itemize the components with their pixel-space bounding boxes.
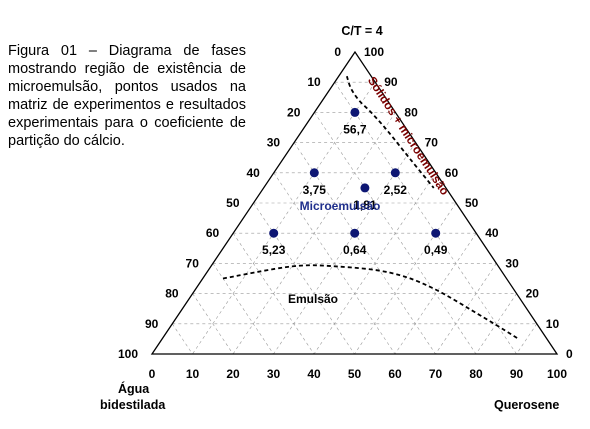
point-value-label: 1,81 bbox=[353, 198, 377, 212]
bottom-tick-label: 100 bbox=[547, 367, 567, 381]
grid-line bbox=[192, 82, 376, 355]
left-tick-label: 90 bbox=[145, 317, 159, 331]
bottom-tick-label: 20 bbox=[226, 367, 240, 381]
solid-boundary bbox=[346, 75, 435, 189]
figure-caption: Figura 01 – Diagrama de fases mostrando … bbox=[8, 43, 246, 149]
grid-line bbox=[516, 323, 538, 355]
experiment-point bbox=[360, 183, 370, 193]
point-value-label: 5,23 bbox=[262, 243, 286, 257]
left-tick-label: 10 bbox=[307, 75, 321, 89]
left-tick-label: 20 bbox=[287, 105, 301, 119]
right-tick-label: 20 bbox=[526, 287, 540, 301]
left-tick-label: 60 bbox=[206, 226, 220, 240]
right-tick-label: 0 bbox=[566, 347, 573, 361]
tick-labels: 0 10 20 30 40 50 60 70 80 90 100010203040506070809… bbox=[118, 45, 573, 381]
top-vertex-label: C/T = 4 bbox=[341, 24, 382, 38]
right-tick-label: 50 bbox=[465, 196, 479, 210]
microemulsion-region-label: Microemulsão bbox=[300, 199, 381, 213]
grid-line bbox=[334, 82, 517, 355]
right-tick-label: 80 bbox=[404, 105, 418, 119]
experiment-point bbox=[431, 228, 441, 238]
right-tick-label: 70 bbox=[425, 136, 439, 150]
right-tick-label: 60 bbox=[445, 166, 459, 180]
experiment-point bbox=[350, 228, 360, 238]
left-tick-label: 100 bbox=[118, 347, 138, 361]
emulsion-boundary bbox=[222, 264, 520, 340]
bottom-tick-label: 10 bbox=[186, 367, 200, 381]
experiment-point bbox=[350, 107, 360, 117]
bottom-tick-label: 40 bbox=[307, 367, 321, 381]
grid-line bbox=[273, 142, 416, 355]
grid-line bbox=[435, 263, 497, 355]
left-tick-label: 50 bbox=[226, 196, 240, 210]
bottom-tick-label: 0 bbox=[149, 367, 156, 381]
solid-region-label: Sólidos + microemulsão bbox=[365, 74, 452, 198]
bottom-tick-label: 60 bbox=[388, 367, 402, 381]
bottom-tick-label: 80 bbox=[469, 367, 483, 381]
right-tick-label: 90 bbox=[384, 75, 398, 89]
grid-line bbox=[394, 233, 477, 355]
grid-line bbox=[253, 202, 355, 355]
left-tick-label: 70 bbox=[186, 256, 200, 270]
phase-boundaries bbox=[222, 75, 520, 340]
grid-line bbox=[354, 202, 457, 355]
left-tick-label: 30 bbox=[267, 136, 281, 150]
left-vertex-label-line2: bidestilada bbox=[100, 398, 166, 412]
bottom-tick-label: 70 bbox=[429, 367, 443, 381]
point-value-label: 0,64 bbox=[343, 243, 367, 257]
grid-line bbox=[232, 233, 315, 355]
right-tick-label: 40 bbox=[485, 226, 499, 240]
experiment-point bbox=[390, 168, 400, 178]
grid-line bbox=[293, 142, 436, 355]
left-tick-label: 80 bbox=[165, 287, 179, 301]
bottom-tick-label: 50 bbox=[348, 367, 362, 381]
emulsion-region-label: Emulsão bbox=[288, 292, 338, 306]
right-tick-label: 30 bbox=[505, 256, 519, 270]
experiment-point bbox=[269, 228, 279, 238]
point-value-label: 2,52 bbox=[384, 183, 408, 197]
left-tick-label: 0 bbox=[334, 45, 341, 59]
left-vertex-label-line1: Água bbox=[118, 381, 150, 396]
grid-line bbox=[475, 293, 517, 355]
experiment-points: 56,7 3,75 1,81 2,52 5,23 0,64 0,49 bbox=[262, 107, 448, 257]
grid-line bbox=[212, 263, 274, 355]
bottom-tick-label: 30 bbox=[267, 367, 281, 381]
bottom-tick-label: 90 bbox=[510, 367, 524, 381]
right-vertex-label: Querosene bbox=[494, 398, 559, 412]
right-tick-label: 10 bbox=[546, 317, 560, 331]
point-value-label: 56,7 bbox=[343, 122, 367, 136]
point-value-label: 0,49 bbox=[424, 243, 448, 257]
triangle-frame bbox=[150, 50, 559, 355]
grid-line bbox=[192, 293, 234, 355]
point-value-label: 3,75 bbox=[303, 183, 327, 197]
experiment-point bbox=[309, 168, 319, 178]
left-tick-label: 40 bbox=[246, 166, 260, 180]
right-tick-label: 100 bbox=[364, 45, 384, 59]
grid-line bbox=[172, 323, 193, 355]
